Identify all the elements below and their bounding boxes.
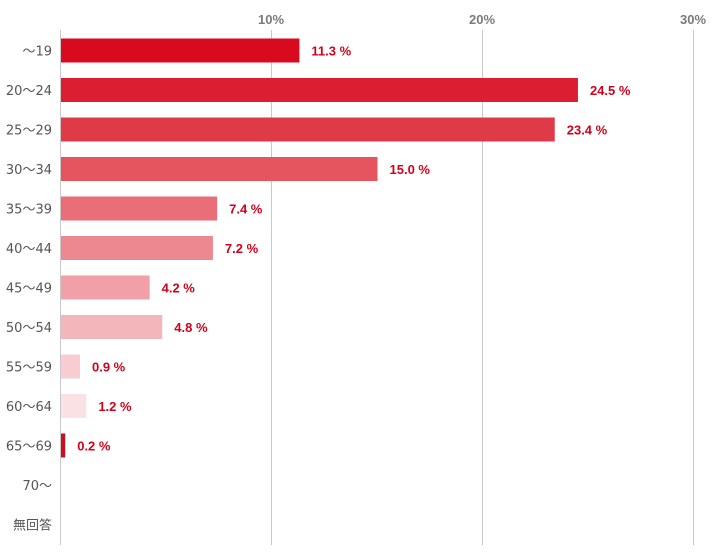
bar xyxy=(61,394,87,418)
value-label: 15.0 % xyxy=(390,162,431,177)
category-label: 65〜69 xyxy=(6,440,52,455)
category-label: 60〜64 xyxy=(6,400,52,415)
value-labels: 11.3 % 24.5 % 23.4 % 15.0 % 7.4 % 7.2 % 4.2 % 4… xyxy=(77,44,631,454)
value-label: 1.2 % xyxy=(98,399,132,414)
category-label: 70〜 xyxy=(22,479,52,494)
bar xyxy=(61,433,66,458)
category-label: 〜19 xyxy=(22,45,52,60)
category-label: 20〜24 xyxy=(6,84,52,99)
value-label: 0.9 % xyxy=(92,360,126,375)
x-tick-label: 30% xyxy=(680,12,706,27)
grid-lines xyxy=(271,30,694,545)
x-tick-label: 20% xyxy=(469,12,495,27)
value-label: 4.2 % xyxy=(162,281,196,296)
bar xyxy=(61,354,80,379)
value-label: 7.2 % xyxy=(225,241,259,256)
value-label: 7.4 % xyxy=(229,202,263,217)
bar xyxy=(61,315,163,339)
category-label: 無回答 xyxy=(13,518,52,534)
value-label: 0.2 % xyxy=(77,439,111,454)
x-tick-labels: 10% 20% 30% xyxy=(258,12,706,27)
value-label: 11.3 % xyxy=(311,44,351,59)
bar xyxy=(61,275,150,300)
value-label: 23.4 % xyxy=(567,123,608,138)
bar xyxy=(61,78,578,102)
category-label: 30〜34 xyxy=(6,163,52,178)
value-label: 4.8 % xyxy=(174,320,208,335)
bar xyxy=(61,38,300,63)
category-label: 25〜29 xyxy=(6,124,52,139)
bar xyxy=(61,196,218,221)
x-tick-label: 10% xyxy=(258,12,284,27)
category-label: 40〜44 xyxy=(6,242,52,257)
bars xyxy=(61,38,578,458)
bar xyxy=(61,117,555,142)
value-label: 24.5 % xyxy=(590,83,631,98)
category-label: 45〜49 xyxy=(6,282,52,297)
category-labels: 〜19 20〜24 25〜29 30〜34 35〜39 40〜44 45〜49 50〜54 55… xyxy=(6,45,52,534)
category-label: 35〜39 xyxy=(6,203,52,218)
bar xyxy=(61,236,213,260)
category-label: 55〜59 xyxy=(6,361,52,376)
category-label: 50〜54 xyxy=(6,321,52,336)
bar xyxy=(61,157,378,181)
